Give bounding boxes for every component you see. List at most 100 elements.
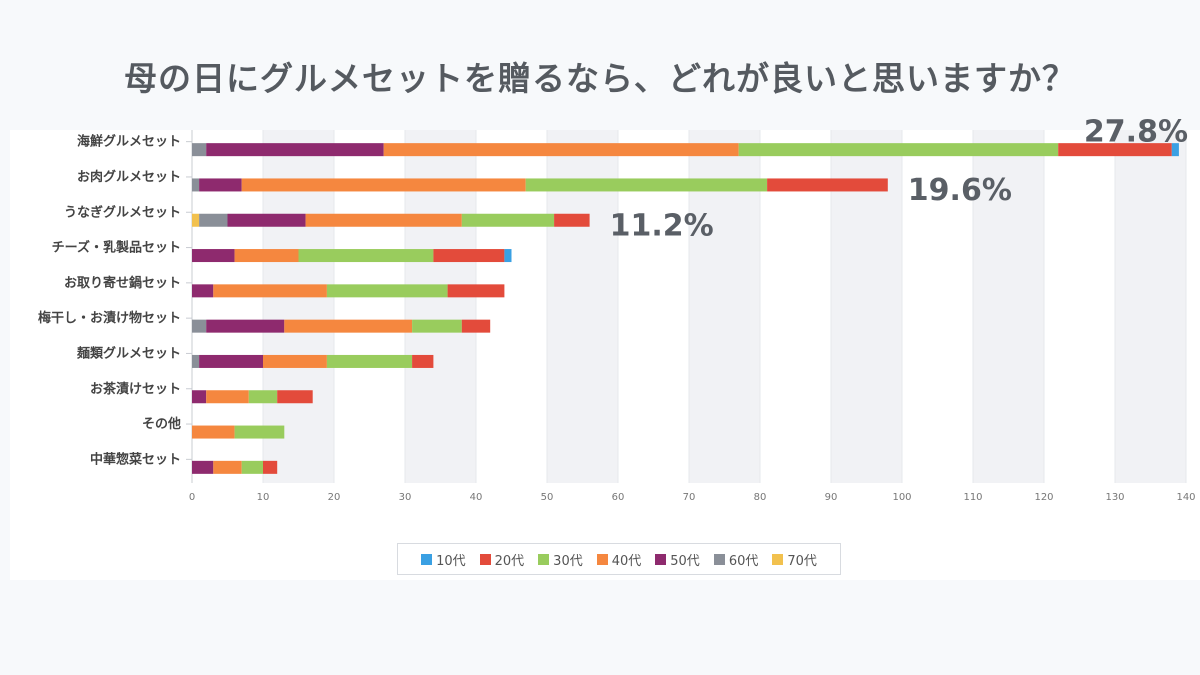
x-tick-label: 130 — [1105, 492, 1124, 503]
category-label: 麺類グルメセット — [76, 345, 181, 361]
bar-segment — [192, 319, 207, 333]
percentage-annotation: 19.6% — [908, 173, 1012, 208]
x-tick-label: 0 — [189, 492, 195, 503]
legend-swatch — [421, 553, 433, 565]
legend-label: 40代 — [611, 553, 642, 569]
bar-segment — [298, 249, 434, 263]
bar-segment — [206, 319, 285, 333]
legend-label: 30代 — [553, 553, 583, 569]
bar-segment — [192, 460, 214, 474]
legend-label: 70代 — [787, 553, 817, 569]
legend-swatch — [479, 553, 491, 565]
x-tick-label: 60 — [612, 492, 625, 503]
bar-segment — [461, 319, 491, 333]
x-tick-label: 20 — [328, 492, 341, 503]
bar-segment — [192, 213, 200, 227]
bar-segment — [234, 249, 299, 263]
x-tick-label: 140 — [1176, 492, 1195, 503]
legend-item: 10代 — [421, 550, 466, 569]
x-tick-label: 120 — [1034, 492, 1053, 503]
bar-segment — [277, 390, 313, 404]
x-tick-label: 70 — [683, 492, 696, 503]
bar-segment — [738, 143, 1059, 157]
bar-segment — [412, 319, 462, 333]
legend-swatch — [655, 553, 667, 565]
category-label: 海鮮グルメセット — [77, 134, 181, 150]
chart-title: 母の日にグルメセットを贈るなら、どれが良いと思いますか？ — [124, 59, 1076, 98]
legend-swatch — [596, 553, 608, 565]
bar-segment — [227, 213, 306, 227]
category-label: お茶漬けセット — [90, 381, 181, 397]
bar-segment — [263, 460, 278, 474]
bar-segment — [248, 390, 278, 404]
legend-swatch — [713, 553, 725, 565]
bar-segment — [213, 460, 242, 474]
bar-segment — [241, 178, 526, 192]
bar-segment — [504, 249, 512, 263]
x-tick-label: 50 — [541, 492, 554, 503]
bar-segment — [192, 143, 207, 157]
bar-segment — [554, 213, 590, 227]
bar-segment — [213, 284, 327, 298]
bar-segment — [767, 178, 888, 192]
legend-item: 50代 — [655, 550, 700, 569]
legend-item: 40代 — [596, 550, 642, 569]
bar-segment — [192, 390, 207, 404]
x-tick-label: 10 — [257, 492, 270, 503]
bar-segment — [433, 249, 505, 263]
chart-legend: 10代 20代 30代 40代 50代 60代 70代 — [397, 543, 841, 575]
bar-segment — [192, 354, 200, 368]
bar-segment — [192, 178, 200, 192]
bar-segment — [192, 425, 235, 439]
x-tick-label: 30 — [399, 492, 412, 503]
bar-segment — [326, 354, 413, 368]
bar-segment — [199, 354, 263, 368]
percentage-annotation: 27.8% — [1084, 115, 1188, 150]
x-tick-label: 80 — [754, 492, 767, 503]
bar-segment — [206, 390, 249, 404]
legend-item: 60代 — [713, 550, 759, 569]
percentage-annotation: 11.2% — [610, 208, 714, 243]
bar-segment — [461, 213, 555, 227]
x-tick-label: 90 — [825, 492, 838, 503]
legend-swatch — [772, 553, 784, 565]
bar-segment — [305, 213, 462, 227]
category-label: 中華惣菜セット — [90, 451, 181, 467]
bar-segment — [284, 319, 413, 333]
legend-item: 70代 — [772, 550, 817, 569]
bar-segment — [199, 178, 242, 192]
bar-segment — [447, 284, 505, 298]
bar-segment — [263, 354, 327, 368]
grid-band — [1115, 130, 1186, 483]
legend-item: 30代 — [538, 550, 583, 569]
category-label: チーズ・乳製品セット — [52, 240, 181, 256]
legend-item: 20代 — [479, 550, 525, 569]
category-label: その他 — [142, 416, 181, 432]
legend-label: 60代 — [728, 553, 759, 569]
bar-segment — [206, 143, 384, 157]
bar-segment — [412, 354, 434, 368]
x-tick-label: 40 — [470, 492, 483, 503]
bar-segment — [234, 425, 285, 439]
legend-label: 50代 — [670, 553, 700, 569]
bar-segment — [192, 284, 214, 298]
bar-segment — [192, 249, 235, 263]
bar-segment — [525, 178, 768, 192]
bar-segment — [326, 284, 448, 298]
bar-segment — [383, 143, 739, 157]
category-label: うなぎグルメセット — [64, 204, 181, 220]
legend-label: 20代 — [494, 553, 525, 569]
legend-label: 10代 — [436, 553, 466, 569]
grid-band — [973, 130, 1044, 483]
category-label: お肉グルメセット — [77, 169, 181, 185]
x-tick-label: 100 — [892, 492, 911, 503]
bar-segment — [199, 213, 228, 227]
category-label: お取り寄せ鍋セット — [64, 275, 181, 291]
x-tick-label: 110 — [963, 492, 982, 503]
bar-segment — [241, 460, 263, 474]
legend-swatch — [538, 553, 550, 565]
bar-segment — [1058, 143, 1172, 157]
category-label: 梅干し・お漬け物セット — [38, 310, 181, 326]
bar-segment — [1171, 143, 1179, 157]
